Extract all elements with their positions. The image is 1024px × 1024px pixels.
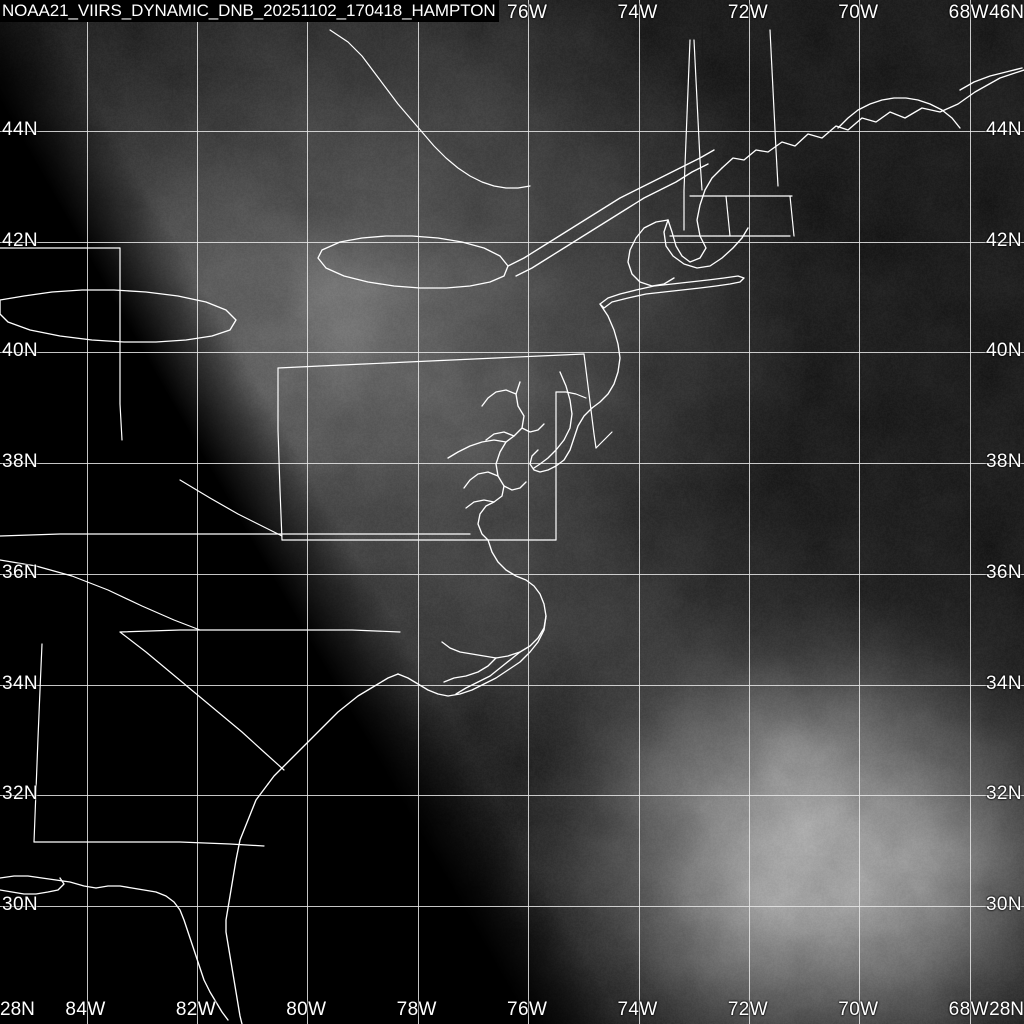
political-borders [0,30,794,846]
corner-label-bottom-left: 28N [0,999,35,1020]
corner-label-bottom-right: 28N [989,999,1024,1020]
corner-label-top-right: 46N [989,2,1024,23]
coastlines [0,68,1024,1024]
product-title-banner: NOAA21_VIIRS_DYNAMIC_DNB_20251102_170418… [0,0,499,22]
